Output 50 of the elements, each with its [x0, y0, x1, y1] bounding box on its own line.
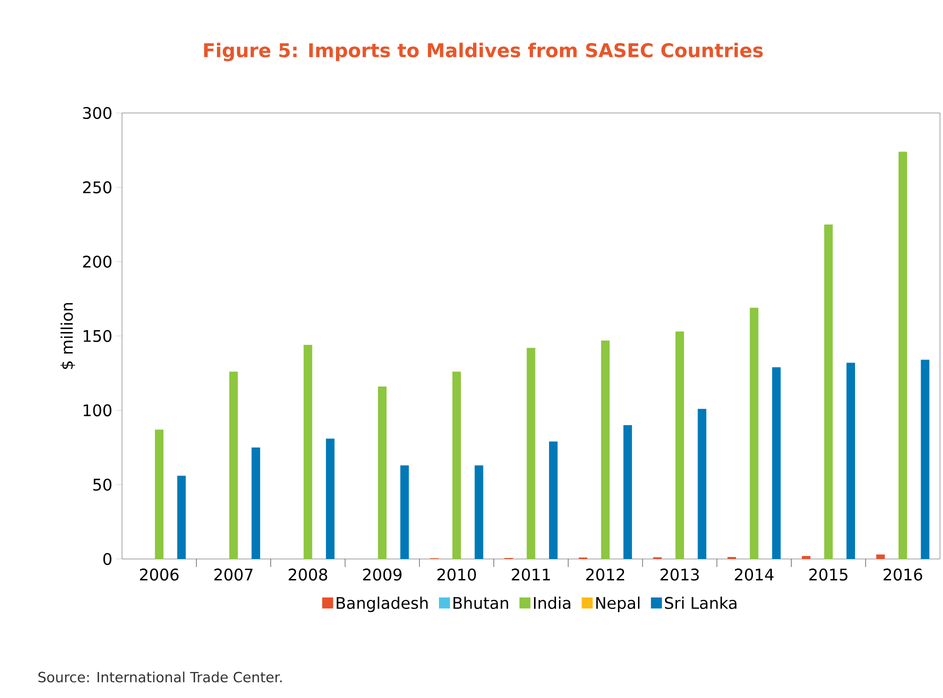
bar [698, 408, 706, 559]
y-tick-label: 250 [83, 181, 112, 194]
x-tick-label: 2013 [660, 568, 699, 581]
y-tick-label: 0 [103, 552, 112, 566]
y-tick-label: 150 [84, 330, 112, 342]
x-tick-label: 2008 [288, 568, 328, 581]
y-tick-label: 100 [84, 404, 112, 416]
bar [378, 386, 387, 559]
x-tick-label: 2015 [809, 568, 848, 581]
x-tick-label: 2011 [512, 568, 550, 581]
bar [474, 465, 484, 559]
legend-label: Nepal [596, 596, 640, 612]
bar [601, 340, 610, 559]
y-axis-title: $ million [60, 303, 76, 369]
legend-label: Bhutan [454, 596, 508, 610]
legend-label: Sri Lanka [664, 596, 736, 610]
bar [400, 465, 409, 559]
x-tick-label: 2012 [586, 568, 624, 581]
bar [824, 224, 833, 559]
bar [876, 554, 885, 559]
y-tick-label: 50 [93, 478, 112, 491]
x-tick-label: 2006 [140, 568, 179, 581]
bar [177, 476, 186, 559]
x-tick-label: 2010 [437, 568, 476, 581]
legend-label: Bangladesh [336, 596, 428, 612]
bar [772, 367, 781, 559]
x-tick-label: 2016 [884, 568, 922, 581]
bar [252, 447, 260, 559]
bar [526, 348, 536, 559]
x-tick-label: 2007 [214, 568, 253, 581]
bar [802, 556, 810, 559]
legend-label: India [534, 596, 570, 610]
bar [154, 430, 164, 559]
bar [898, 152, 908, 559]
x-tick-label: 2014 [734, 568, 774, 581]
bar [623, 425, 632, 559]
bar [675, 332, 684, 559]
bar [452, 372, 461, 559]
y-tick-label: 200 [83, 256, 112, 268]
bar [750, 308, 758, 559]
bar [846, 362, 856, 559]
y-tick-label: 300 [83, 106, 112, 120]
chart-title: Figure 5: Imports to Maldives from SASEC Countries [204, 42, 763, 62]
source-note: Source: International Trade Center. [38, 672, 282, 682]
bar [920, 360, 930, 559]
bar [549, 442, 558, 559]
bar [229, 372, 238, 559]
bar [304, 344, 312, 559]
x-tick-label: 2009 [363, 568, 402, 581]
bar [326, 438, 334, 559]
